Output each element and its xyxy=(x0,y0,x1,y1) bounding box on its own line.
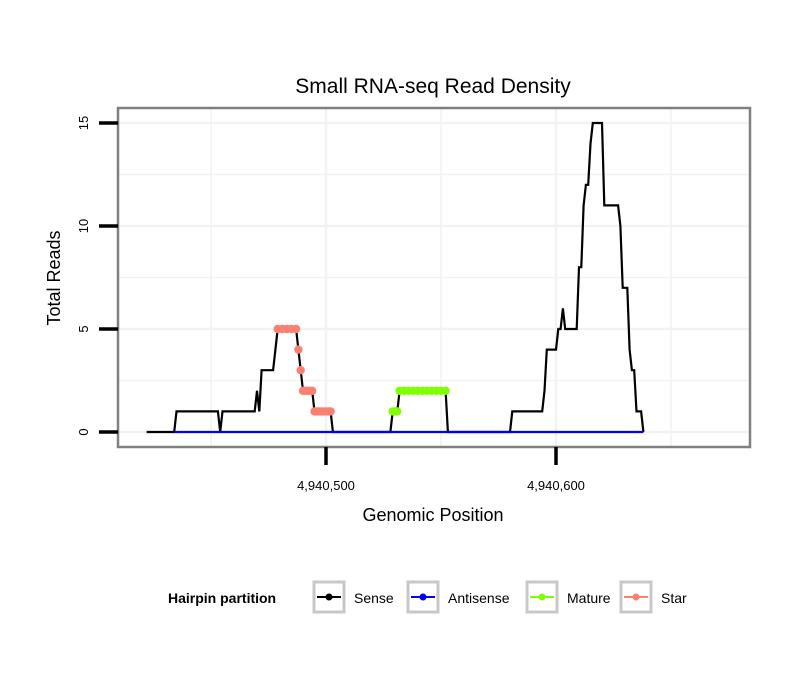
legend-label: Sense xyxy=(354,590,394,606)
plot-panel xyxy=(116,106,752,449)
x-axis: 4,940,500 4,940,600 xyxy=(297,447,585,493)
series-line-sense xyxy=(146,121,645,434)
legend-key-point xyxy=(325,593,333,601)
legend-key-point xyxy=(632,593,640,601)
x-tick-label: 4,940,600 xyxy=(527,478,585,493)
y-axis: 0 5 10 15 xyxy=(76,116,118,436)
legend-title: Hairpin partition xyxy=(168,590,276,606)
legend-label: Antisense xyxy=(448,590,510,606)
data-point-mature xyxy=(393,407,402,416)
y-tick-label: 15 xyxy=(76,116,91,130)
grid xyxy=(118,108,750,447)
data-point-star xyxy=(296,366,305,375)
y-tick-label: 0 xyxy=(76,428,91,435)
data-point-star xyxy=(291,324,301,334)
x-tick-label: 4,940,500 xyxy=(297,478,355,493)
legend: Hairpin partition Sense Antisense Mature St… xyxy=(168,580,687,614)
y-tick-label: 5 xyxy=(76,325,91,332)
legend-item-mature: Mature xyxy=(525,580,611,614)
legend-key-point xyxy=(538,593,546,601)
legend-key-point xyxy=(419,593,427,601)
data-point-star xyxy=(308,386,317,395)
y-tick-label: 10 xyxy=(76,219,91,233)
legend-label: Mature xyxy=(567,590,611,606)
legend-item-antisense: Antisense xyxy=(406,580,510,614)
data-point-mature xyxy=(441,386,450,395)
data-point-star xyxy=(294,345,303,354)
series-layer xyxy=(146,121,645,434)
x-axis-title: Genomic Position xyxy=(362,505,503,525)
y-axis-title: Total Reads xyxy=(44,230,64,325)
legend-item-sense: Sense xyxy=(312,580,394,614)
legend-label: Star xyxy=(661,590,687,606)
data-point-star xyxy=(326,407,335,416)
chart-title: Small RNA-seq Read Density xyxy=(295,75,571,98)
legend-item-star: Star xyxy=(619,580,687,614)
panel-border xyxy=(116,106,752,449)
